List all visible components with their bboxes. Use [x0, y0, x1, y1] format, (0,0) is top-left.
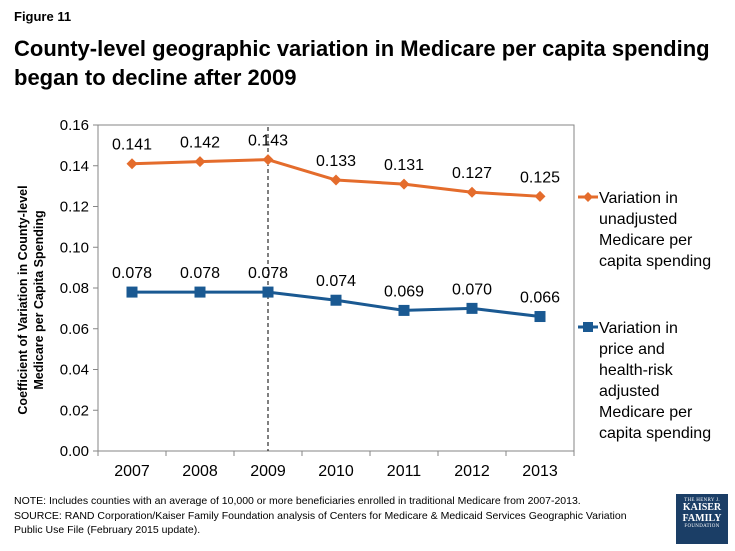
- legend-label: unadjusted: [599, 211, 677, 228]
- legend-label: Variation in: [599, 190, 678, 207]
- data-point-diamond: [126, 158, 138, 170]
- y-tick-label: 0.04: [60, 362, 89, 379]
- data-point-square: [194, 286, 206, 298]
- y-tick-label: 0.12: [60, 199, 89, 216]
- data-point-diamond: [194, 156, 206, 168]
- data-label: 0.142: [180, 135, 220, 152]
- legend-label: adjusted: [599, 383, 660, 400]
- legend-marker-diamond: [583, 192, 593, 202]
- x-tick-label: 2013: [522, 463, 558, 480]
- y-tick-label: 0.10: [60, 239, 89, 256]
- y-axis-title-line: Coefficient of Variation in County-level: [16, 185, 30, 414]
- data-point-diamond: [330, 174, 342, 186]
- data-label: 0.078: [248, 265, 288, 282]
- legend-label: Medicare per: [599, 404, 693, 421]
- page-title: County-level geographic variation in Med…: [14, 36, 710, 90]
- logo-line-1: THE HENRY J.: [684, 498, 720, 503]
- data-label: 0.070: [452, 281, 492, 298]
- x-tick-label: 2011: [387, 463, 422, 480]
- y-tick-label: 0.14: [60, 158, 89, 175]
- legend-label: Medicare per: [599, 232, 693, 249]
- data-point-diamond: [534, 190, 546, 202]
- x-tick-label: 2010: [318, 463, 354, 480]
- x-tick-label: 2012: [454, 463, 490, 480]
- source-text: SOURCE: RAND Corporation/Kaiser Family F…: [14, 509, 627, 537]
- legend-label: price and: [599, 341, 665, 358]
- y-axis-title-line: Medicare per Capita Spending: [32, 210, 46, 389]
- legend-label: Variation in: [599, 320, 678, 337]
- legend-label: capita spending: [599, 253, 711, 270]
- data-label: 0.143: [248, 133, 288, 150]
- legend-label: capita spending: [599, 425, 711, 442]
- legend-marker-square: [583, 322, 593, 332]
- kff-logo: THE HENRY J. KAISER FAMILY FOUNDATION: [676, 494, 728, 544]
- data-point-diamond: [398, 178, 410, 190]
- data-label: 0.066: [520, 290, 560, 307]
- logo-line-3: FAMILY: [682, 512, 722, 524]
- logo-line-2: KAISER: [682, 502, 722, 514]
- y-tick-label: 0.02: [60, 402, 89, 419]
- data-point-diamond: [262, 154, 274, 166]
- x-tick-label: 2009: [250, 463, 286, 480]
- data-point-square: [262, 286, 274, 298]
- logo-line-4: FOUNDATION: [684, 524, 720, 530]
- note-text: NOTE: Includes counties with an average …: [14, 495, 581, 507]
- data-label: 0.131: [384, 157, 424, 174]
- data-label: 0.078: [180, 265, 220, 282]
- y-tick-label: 0.08: [60, 280, 89, 297]
- y-tick-label: 0.16: [60, 117, 89, 134]
- x-tick-label: 2008: [182, 463, 218, 480]
- legend-label: health-risk: [599, 362, 674, 379]
- data-point-square: [398, 304, 410, 316]
- data-label: 0.127: [452, 165, 492, 182]
- data-point-square: [330, 294, 342, 306]
- data-point-diamond: [466, 186, 478, 198]
- data-label: 0.125: [520, 169, 560, 186]
- data-point-square: [466, 302, 478, 314]
- x-tick-label: 2007: [114, 463, 150, 480]
- data-label: 0.078: [112, 265, 152, 282]
- data-point-square: [126, 286, 138, 298]
- y-axis-title: Coefficient of Variation in County-level…: [16, 185, 46, 414]
- data-label: 0.074: [316, 273, 356, 290]
- y-tick-label: 0.06: [60, 321, 89, 338]
- data-label: 0.069: [384, 283, 424, 300]
- figure-label: Figure 11: [14, 9, 72, 24]
- footnotes: NOTE: Includes counties with an average …: [14, 494, 654, 538]
- data-label: 0.141: [112, 137, 152, 154]
- line-chart: 0.00 0.02 0.04 0.06 0.08 0.10 0.12 0.14 0.16 2007…: [16, 117, 711, 480]
- y-tick-label: 0.00: [60, 443, 89, 460]
- data-label: 0.133: [316, 153, 356, 170]
- data-point-square: [534, 311, 546, 323]
